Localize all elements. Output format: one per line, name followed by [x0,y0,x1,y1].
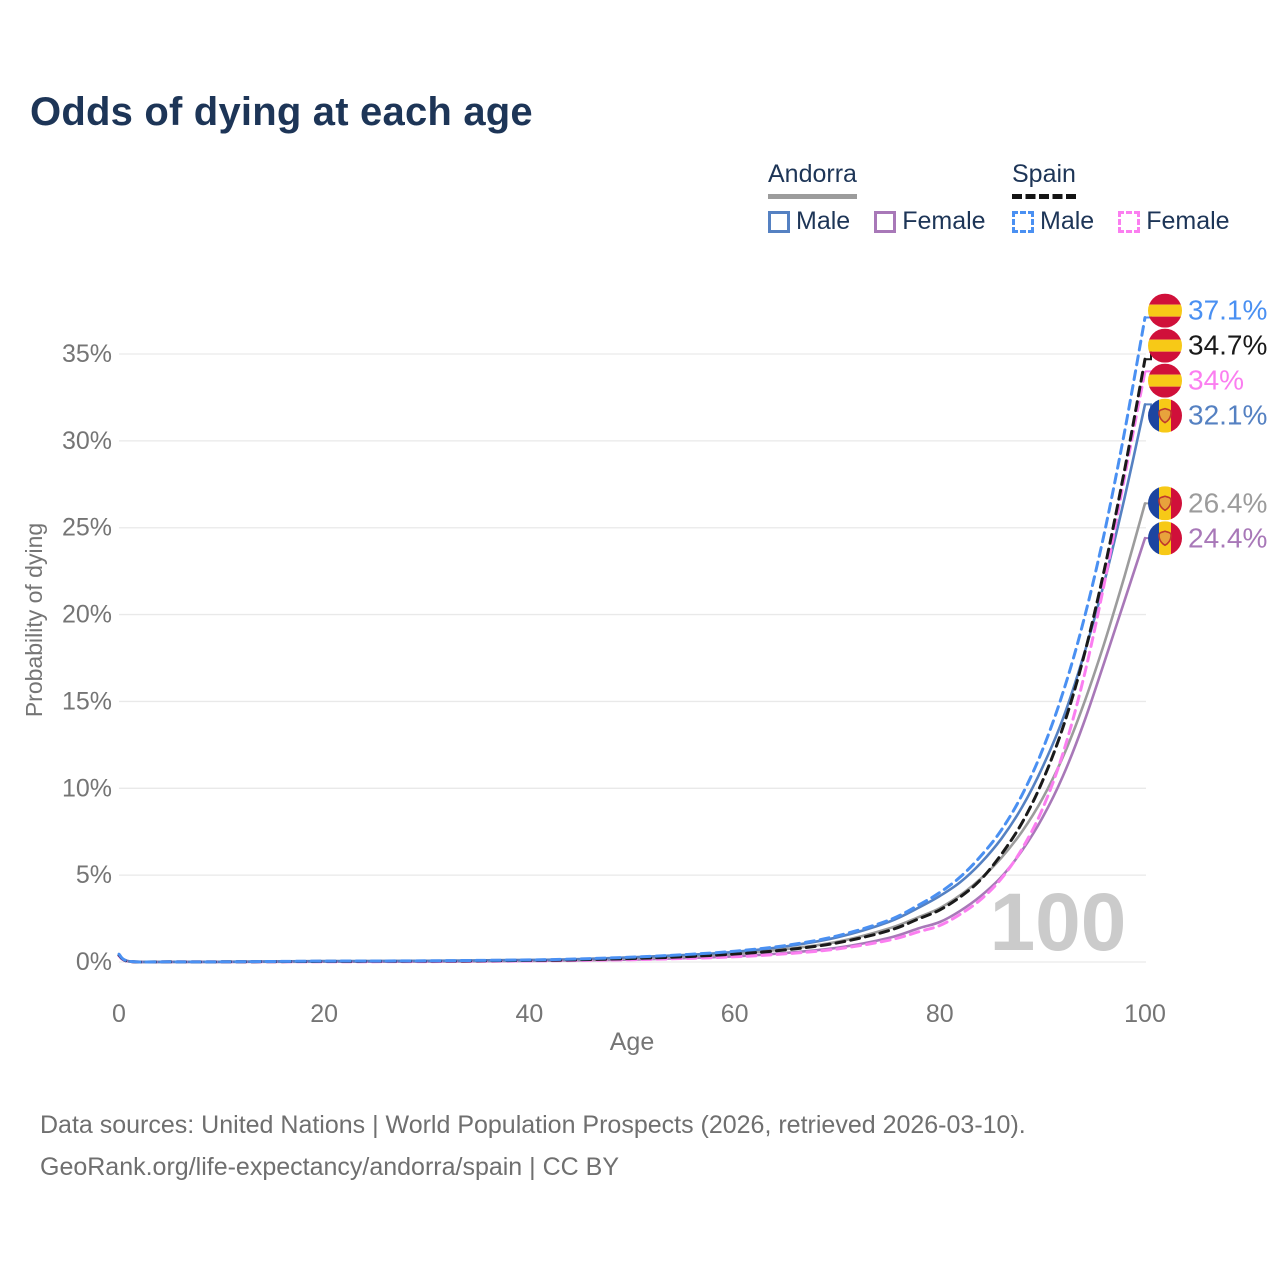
end-value-label-spain-female: 34% [1188,365,1244,396]
y-tick-label: 0% [76,948,112,976]
end-value-label-andorra-female: 24.4% [1188,522,1267,553]
legend-item-spain-male[interactable]: Male [1012,207,1094,236]
x-tick-label: 40 [515,1000,543,1028]
legend-country-spain: Spain [1012,160,1076,199]
x-tick-label: 20 [310,1000,338,1028]
andorra-crest-icon [1158,530,1172,547]
end-value-label-andorra-male: 32.1% [1188,400,1267,431]
flag-stripe [1148,304,1182,317]
flag-stripe [1148,386,1182,398]
spain-flag-icon [1148,328,1182,363]
age-counter-watermark: 100 [990,877,1127,968]
flag-stripe [1148,351,1182,363]
end-value-label-spain: 34.7% [1188,330,1267,361]
curve-spain [117,357,1147,964]
chart-legend: Andorra Male Female Spain Male Female [0,160,1280,240]
andorra-flag-icon [1148,486,1182,521]
legend-item-andorra-male[interactable]: Male [768,207,850,236]
x-tick-label: 0 [112,1000,126,1028]
footer-line-1: Data sources: United Nations | World Pop… [40,1111,1026,1139]
legend-group-spain: Spain Male Female [1012,160,1230,236]
x-axis-title: Age [610,1028,654,1056]
end-value-label-andorra: 26.4% [1188,487,1267,518]
y-tick-label: 15% [62,687,112,715]
andorra-flag-icon [1148,521,1182,556]
legend-item-label: Male [796,207,851,235]
legend-country-andorra: Andorra [768,160,857,199]
dashed-line-swatch-icon [1012,210,1034,233]
flag-stripe [1148,328,1182,340]
y-tick-label: 30% [62,427,112,455]
dashed-line-swatch-icon [1118,210,1141,233]
flag-stripe [1148,339,1182,352]
flag-stripe [1148,293,1182,305]
data-source-attribution: Data sources: United Nations | World Pop… [40,1104,1026,1188]
curve-spain-male [117,316,1147,964]
spain-flag-icon [1148,363,1182,398]
andorra-crest-icon [1158,407,1172,424]
footer-line-2: GeoRank.org/life-expectancy/andorra/spai… [40,1153,620,1181]
y-tick-label: 35% [62,340,112,368]
y-tick-label: 20% [62,601,112,629]
flag-stripe [1171,521,1182,556]
legend-group-andorra: Andorra Male Female [768,160,986,236]
flag-stripe [1171,486,1182,521]
x-tick-label: 80 [926,1000,954,1028]
y-axis-title: Probability of dying [21,523,47,717]
flag-stripe [1148,316,1182,328]
legend-item-label: Female [902,207,986,235]
legend-item-label: Female [1146,207,1230,235]
andorra-crest-icon [1158,495,1172,512]
line-swatch-icon [874,210,897,233]
flag-stripe [1148,521,1159,556]
curve-spain-female [117,369,1147,964]
y-tick-label: 25% [62,514,112,542]
end-value-label-spain-male: 37.1% [1188,295,1267,326]
page-title: Odds of dying at each age [30,90,533,134]
flag-stripe [1148,486,1159,521]
x-tick-label: 100 [1124,1000,1166,1028]
flag-stripe [1171,398,1182,433]
andorra-flag-icon [1148,398,1182,433]
flag-stripe [1148,363,1182,375]
flag-stripe [1148,398,1159,433]
line-swatch-icon [768,210,790,233]
y-tick-label: 10% [62,774,112,802]
spain-flag-icon [1148,293,1182,328]
legend-item-spain-female[interactable]: Female [1118,207,1230,236]
legend-item-andorra-female[interactable]: Female [874,207,986,236]
flag-stripe [1148,374,1182,387]
legend-item-label: Male [1040,207,1095,235]
y-tick-label: 5% [76,861,112,889]
x-tick-label: 60 [721,1000,749,1028]
